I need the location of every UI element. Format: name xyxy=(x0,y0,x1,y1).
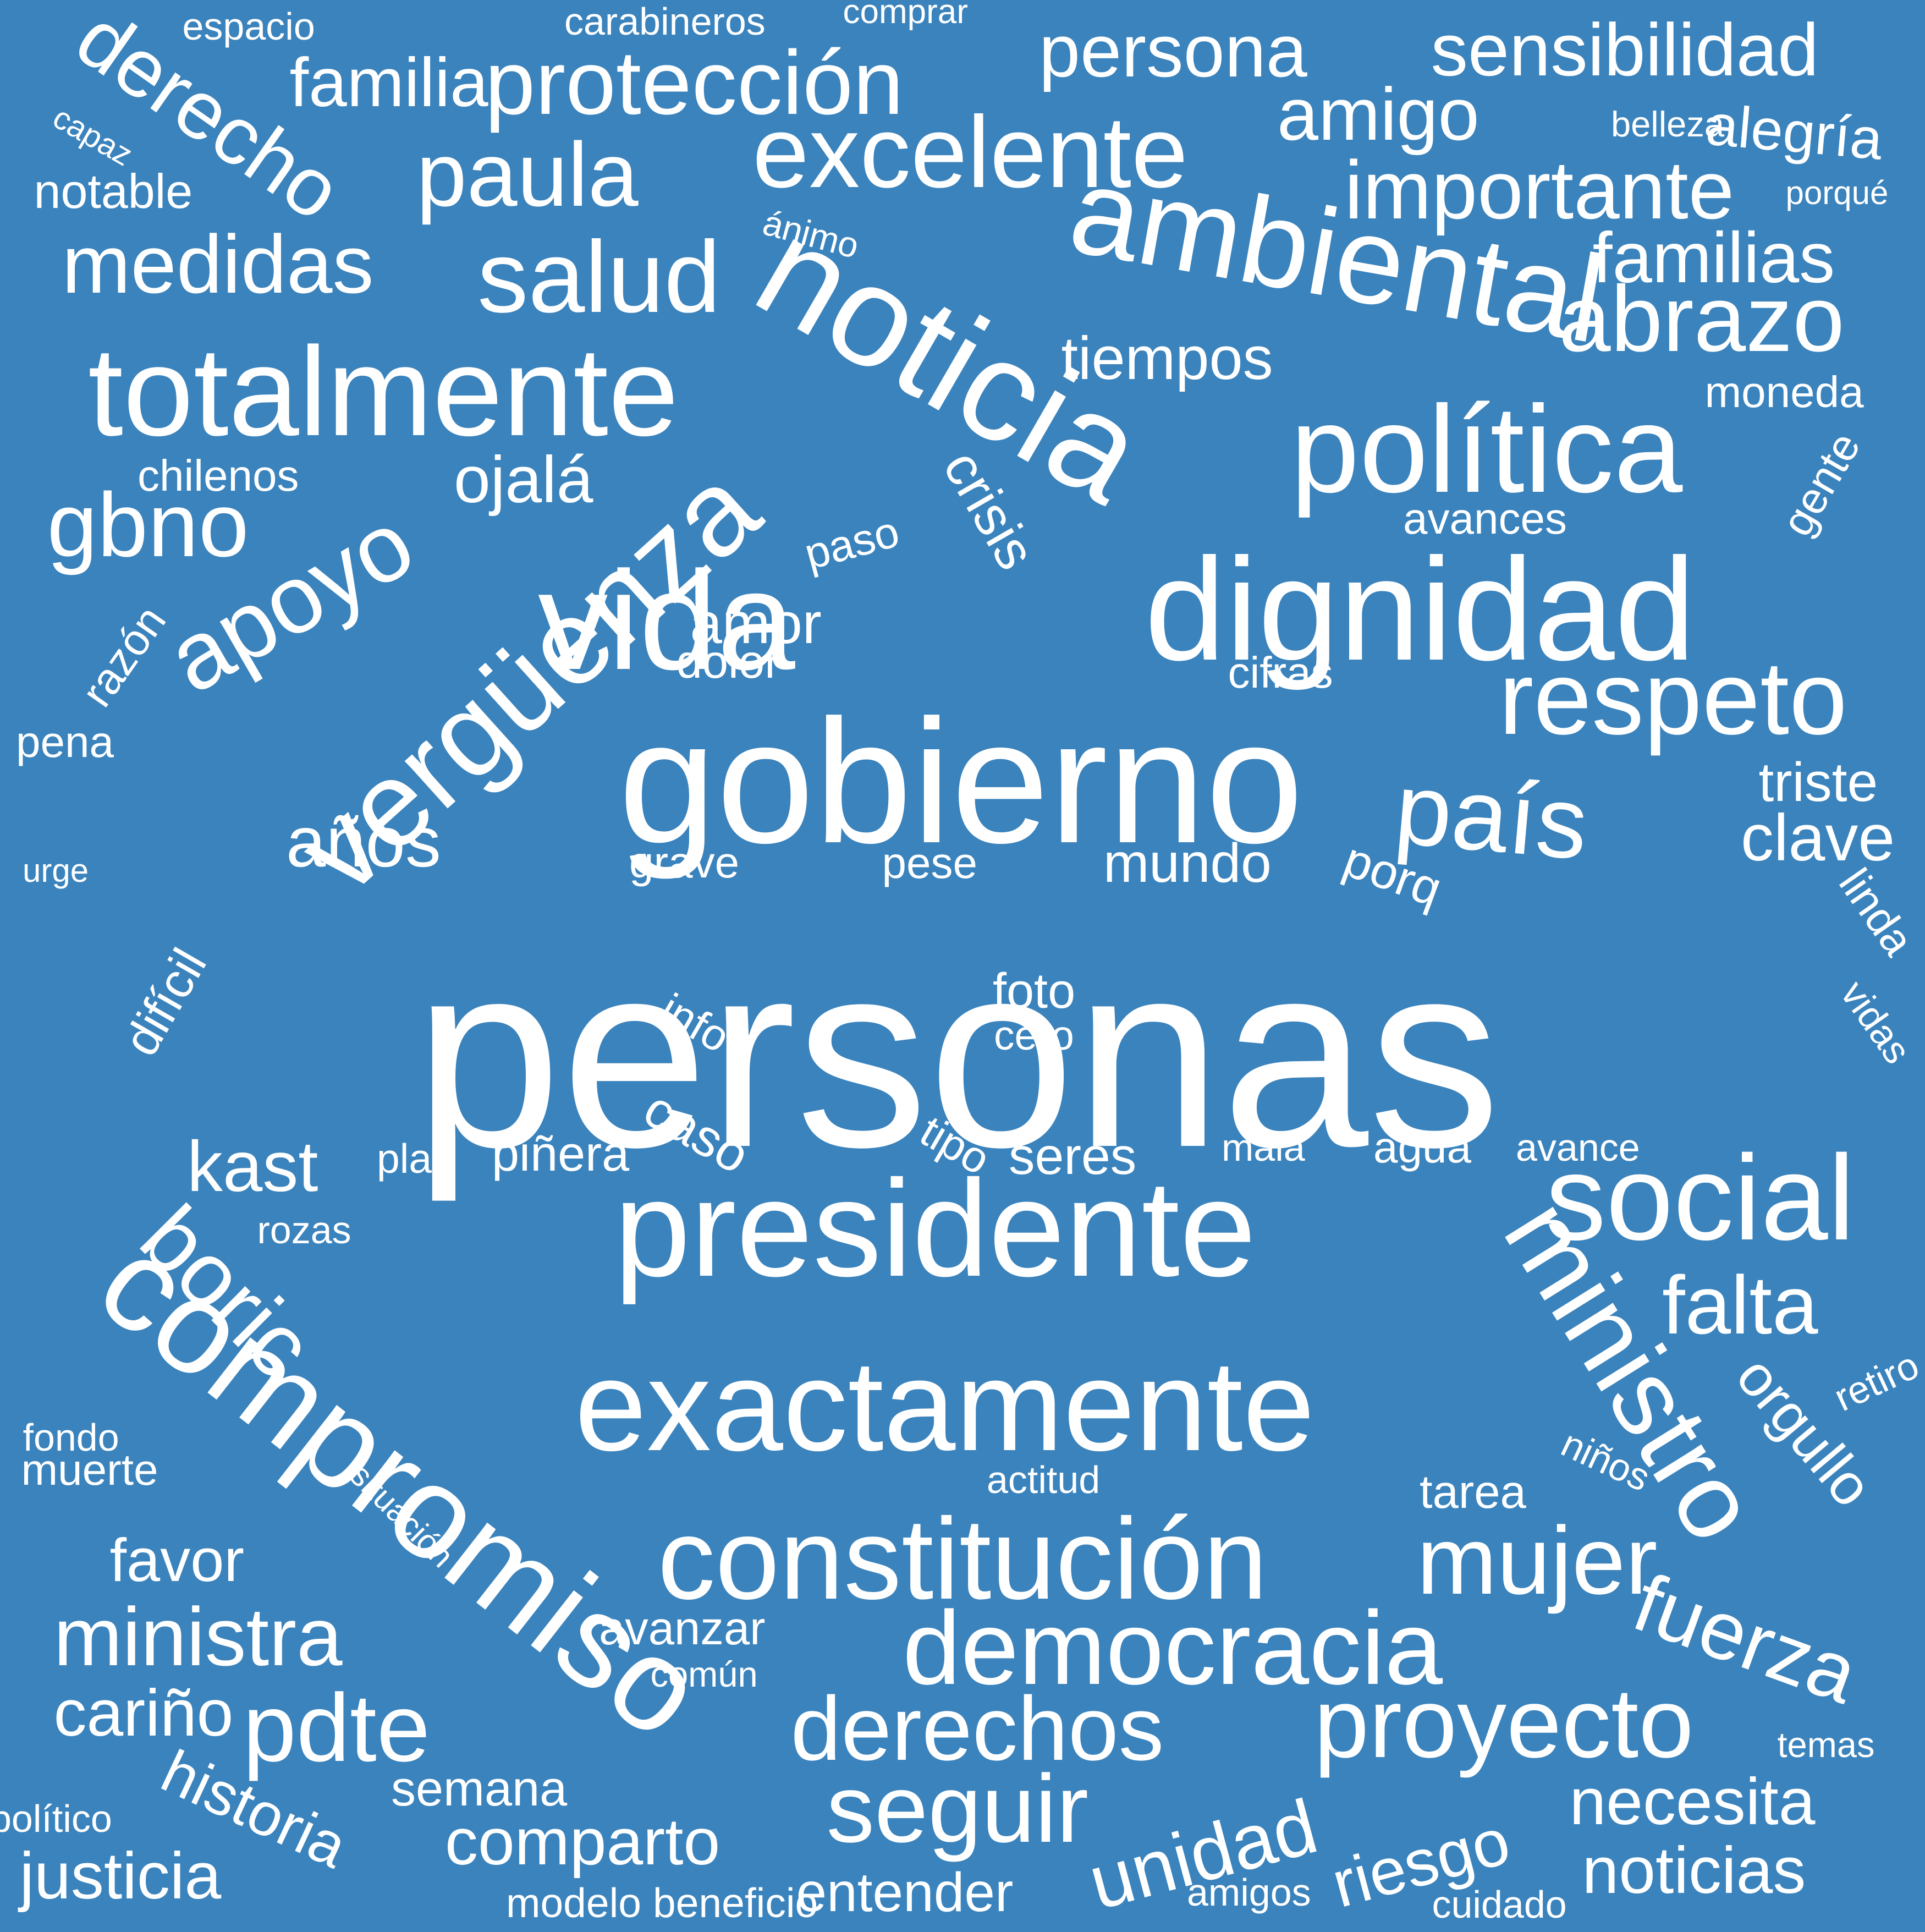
cloud-word: democracia xyxy=(903,1590,1443,1706)
cloud-word: sensibilidad xyxy=(1431,8,1819,91)
cloud-word: retiro xyxy=(1827,1343,1925,1420)
cloud-word: personas xyxy=(414,907,1501,1202)
cloud-word: cero xyxy=(994,1012,1074,1058)
cloud-word: noticias xyxy=(1582,1834,1806,1907)
cloud-word: protección xyxy=(485,31,904,133)
cloud-word: necesita xyxy=(1569,1765,1816,1838)
cloud-word: piñera xyxy=(492,1127,630,1182)
cloud-word: difícil xyxy=(113,940,217,1065)
cloud-word: totalmente xyxy=(88,321,679,462)
cloud-word: beneficio xyxy=(653,1879,818,1926)
cloud-word: salud xyxy=(477,220,721,334)
cloud-word: carabineros xyxy=(564,0,766,43)
cloud-word: abrazo xyxy=(1559,267,1845,371)
cloud-word: amigos xyxy=(1187,1871,1311,1914)
cloud-word: porqué xyxy=(1785,174,1889,211)
cloud-word: tiempos xyxy=(1061,325,1273,392)
cloud-word: política xyxy=(1290,379,1683,518)
cloud-word: favor xyxy=(109,1527,245,1594)
cloud-word: modelo xyxy=(506,1879,641,1926)
cloud-word: medidas xyxy=(62,218,374,310)
cloud-word: chilenos xyxy=(138,451,299,500)
cloud-word: común xyxy=(650,1654,758,1694)
cloud-word: muerte xyxy=(21,1445,158,1494)
cloud-word: avances xyxy=(1403,494,1567,543)
cloud-word: presidente xyxy=(614,1151,1256,1305)
cloud-word: clave xyxy=(1741,801,1895,875)
cloud-word: seres xyxy=(1009,1127,1137,1185)
cloud-word: razón xyxy=(72,597,175,716)
cloud-word: comparto xyxy=(445,1805,721,1879)
cloud-word: falta xyxy=(1662,1259,1818,1351)
cloud-word: justicia xyxy=(19,1839,222,1913)
cloud-word: mujer xyxy=(1417,1507,1658,1615)
cloud-word: mundo xyxy=(1103,832,1272,894)
cloud-word: rozas xyxy=(257,1209,351,1252)
cloud-word: espacio xyxy=(182,5,315,48)
cloud-word: constitución xyxy=(657,1494,1268,1623)
cloud-word: comprar xyxy=(843,0,968,31)
cloud-word: familia xyxy=(289,44,488,121)
cloud-word: linda xyxy=(1829,859,1923,964)
cloud-word: entender xyxy=(796,1862,1014,1923)
cloud-word: cuidado xyxy=(1432,1883,1567,1926)
cloud-word: dignidad xyxy=(1145,528,1696,691)
cloud-word: mala xyxy=(1222,1126,1305,1169)
cloud-word: vidas xyxy=(1832,973,1920,1072)
cloud-word: amigo xyxy=(1277,72,1480,156)
cloud-word: pena xyxy=(16,717,114,766)
cloud-word: amor xyxy=(690,591,822,656)
cloud-word: paula xyxy=(416,123,639,225)
cloud-word: gente xyxy=(1772,424,1870,544)
cloud-word: derechos xyxy=(790,1677,1164,1779)
cloud-word: ministra xyxy=(53,1590,343,1683)
cloud-word: capaz xyxy=(46,99,139,173)
cloud-word: gbno xyxy=(47,474,249,575)
cloud-word: temas xyxy=(1777,1724,1875,1765)
cloud-word: belleza xyxy=(1611,103,1724,144)
cloud-word: importante xyxy=(1344,144,1735,236)
cloud-word: urge xyxy=(23,852,89,889)
cloud-word: pese xyxy=(882,838,977,887)
cloud-word: excelente xyxy=(752,95,1188,209)
cloud-word: ojalá xyxy=(454,443,593,517)
cloud-word: fondo xyxy=(23,1416,119,1459)
cloud-word: exactamente xyxy=(575,1332,1315,1478)
cloud-word: kast xyxy=(187,1126,318,1206)
cloud-word: persona xyxy=(1039,9,1307,92)
cloud-word: pdte xyxy=(243,1674,431,1782)
cloud-word: avanzar xyxy=(599,1602,766,1655)
cloud-word: moneda xyxy=(1704,367,1864,416)
cloud-word: notable xyxy=(34,164,193,218)
cloud-word: plan xyxy=(377,1135,455,1182)
cloud-word: cariño xyxy=(53,1676,234,1750)
cloud-word: semana xyxy=(391,1761,568,1816)
cloud-word: foto xyxy=(993,964,1076,1019)
cloud-word: respeto xyxy=(1499,640,1847,756)
cloud-word: proyecto xyxy=(1314,1668,1694,1779)
cloud-word: familias xyxy=(1592,217,1835,298)
cloud-word: años xyxy=(286,802,441,882)
cloud-word: cifras xyxy=(1228,648,1333,697)
cloud-word: gobierno xyxy=(618,683,1304,880)
cloud-word: seguir xyxy=(826,1755,1089,1863)
cloud-word: actitud xyxy=(987,1458,1101,1501)
cloud-word: triste xyxy=(1758,751,1878,813)
cloud-word: avance xyxy=(1516,1126,1640,1169)
cloud-word: agua xyxy=(1373,1123,1471,1172)
cloud-word: político xyxy=(0,1797,112,1840)
cloud-word: tarea xyxy=(1420,1466,1526,1518)
cloud-word: social xyxy=(1546,1130,1855,1265)
cloud-word: grave xyxy=(629,838,740,887)
cloud-word: vida xyxy=(538,542,795,699)
cloud-word: dolor xyxy=(676,635,780,688)
cloud-word: paso xyxy=(799,507,904,579)
